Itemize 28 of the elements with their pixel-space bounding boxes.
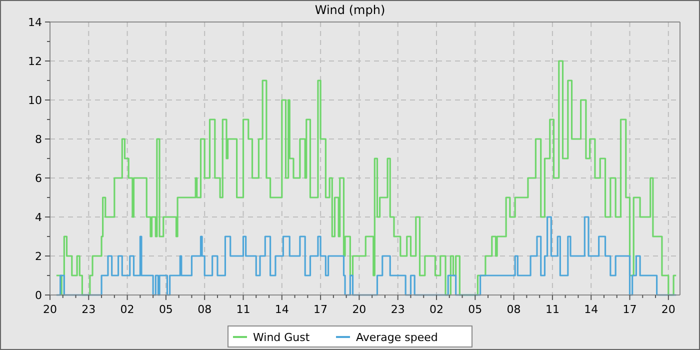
x-tick-label: 23 — [82, 303, 96, 316]
y-tick-label: 2 — [35, 250, 42, 263]
x-tick-label: 20 — [661, 303, 676, 316]
y-tick-label: 0 — [35, 289, 42, 302]
x-tick-label: 14 — [274, 303, 289, 316]
x-tick-label: 08 — [198, 303, 212, 316]
x-tick-label: 11 — [545, 303, 560, 316]
x-tick-label: 20 — [352, 303, 366, 316]
x-tick-label: 08 — [506, 303, 521, 316]
x-tick-label: 23 — [390, 303, 405, 316]
legend-label: Average speed — [356, 331, 438, 344]
y-tick-label: 6 — [35, 172, 42, 185]
x-tick-label: 05 — [468, 303, 482, 316]
y-tick-label: 4 — [35, 211, 42, 224]
y-tick-label: 8 — [35, 133, 42, 146]
y-tick-label: 12 — [28, 55, 42, 68]
legend-label: Wind Gust — [253, 331, 310, 344]
y-tick-label: 10 — [28, 94, 42, 107]
x-tick-label: 05 — [158, 303, 173, 316]
x-tick-label: 02 — [120, 303, 134, 316]
x-tick-label: 20 — [43, 303, 57, 316]
x-tick-label: 17 — [622, 303, 637, 316]
chart-title: Wind (mph) — [314, 3, 386, 17]
x-tick-label: 02 — [430, 303, 444, 316]
x-tick-label: 17 — [314, 303, 328, 316]
x-tick-label: 14 — [584, 303, 598, 316]
x-tick-label: 11 — [236, 303, 250, 316]
y-tick-label: 14 — [28, 16, 42, 29]
